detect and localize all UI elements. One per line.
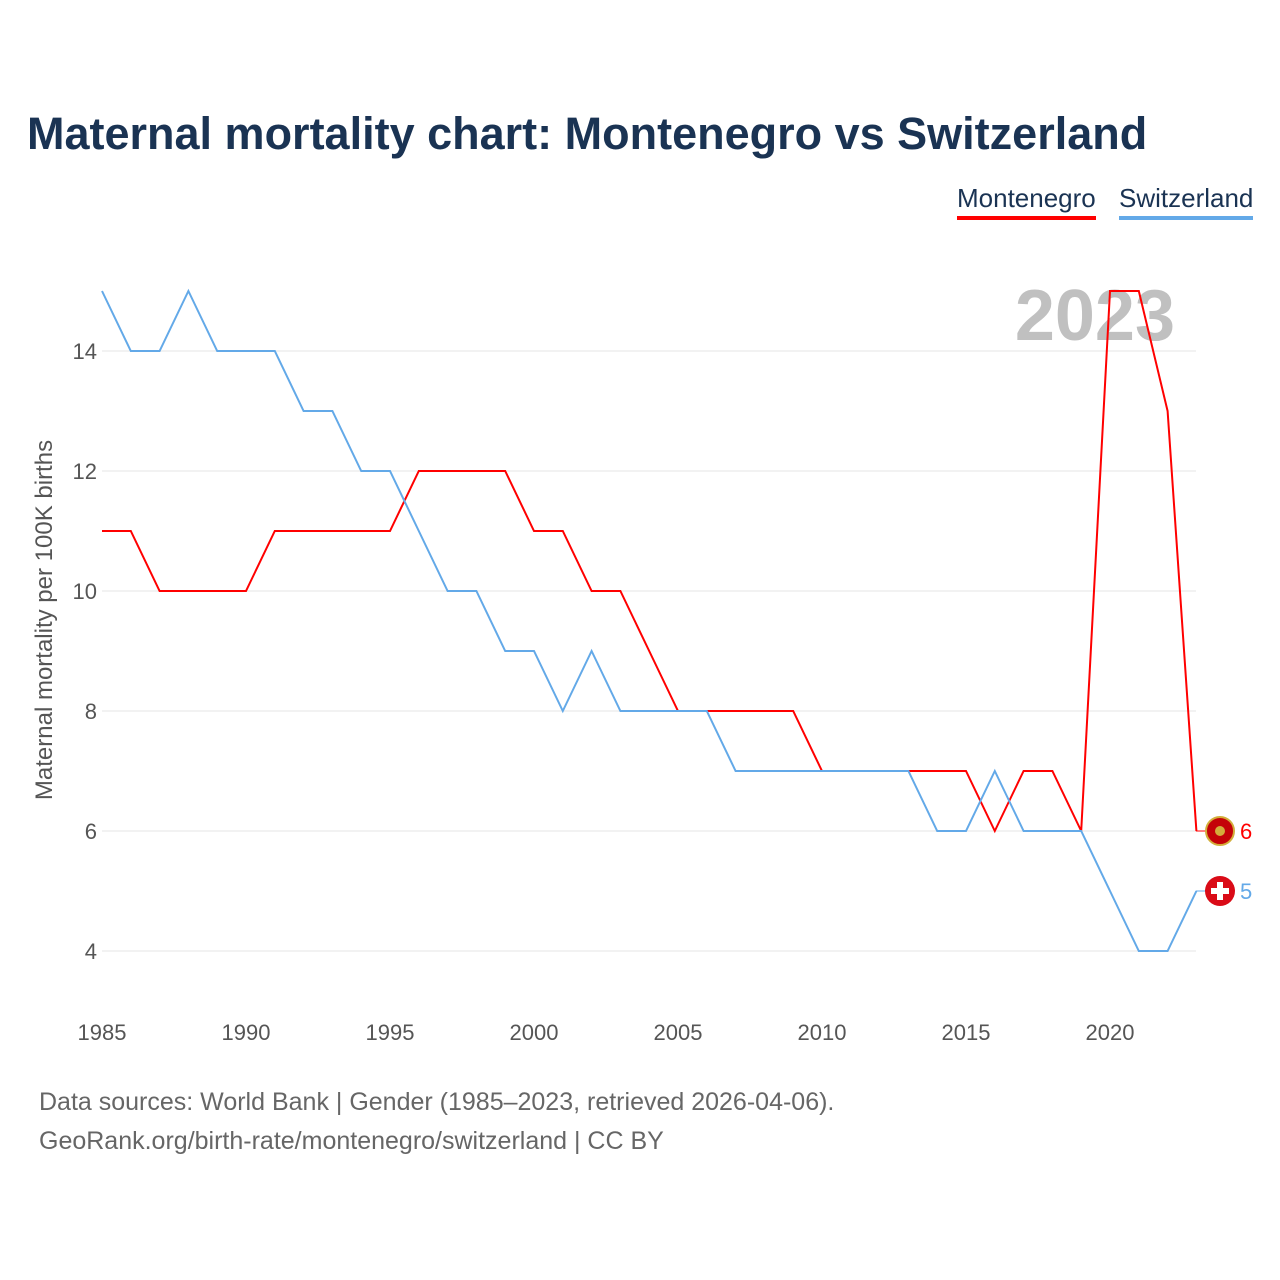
y-tick-label: 12 [73,459,97,484]
x-tick-label: 1995 [366,1020,415,1045]
chart-title: Maternal mortality chart: Montenegro vs … [27,108,1148,159]
x-tick-label: 1990 [222,1020,271,1045]
switzerland-flag-icon [1205,876,1235,906]
y-tick-label: 10 [73,579,97,604]
legend-switzerland[interactable]: Switzerland [1119,183,1254,220]
source-line-1: Data sources: World Bank | Gender (1985–… [39,1088,835,1116]
y-axis-label: Maternal mortality per 100K births [31,440,58,800]
y-tick-label: 4 [85,939,97,964]
year-watermark: 2023 [1015,276,1175,356]
y-tick-label: 8 [85,699,97,724]
flag-emblem [1215,826,1225,836]
x-tick-label: 2005 [654,1020,703,1045]
x-tick-label: 1985 [78,1020,127,1045]
y-tick-label: 6 [85,819,97,844]
series-line-montenegro [102,290,1198,834]
series-line-switzerland [101,288,1198,952]
legend-montenegro[interactable]: Montenegro [957,183,1096,220]
x-tick-label: 2020 [1086,1020,1135,1045]
montenegro-flag-icon [1205,816,1235,846]
source-line-2[interactable]: GeoRank.org/birth-rate/montenegro/switze… [39,1127,664,1155]
end-value-label: 5 [1240,879,1252,904]
x-tick-label: 2010 [798,1020,847,1045]
x-tick-label: 2000 [510,1020,559,1045]
end-value-label: 6 [1240,819,1252,844]
flag-cross [1211,888,1229,894]
y-tick-label: 14 [73,339,97,364]
x-tick-label: 2015 [942,1020,991,1045]
